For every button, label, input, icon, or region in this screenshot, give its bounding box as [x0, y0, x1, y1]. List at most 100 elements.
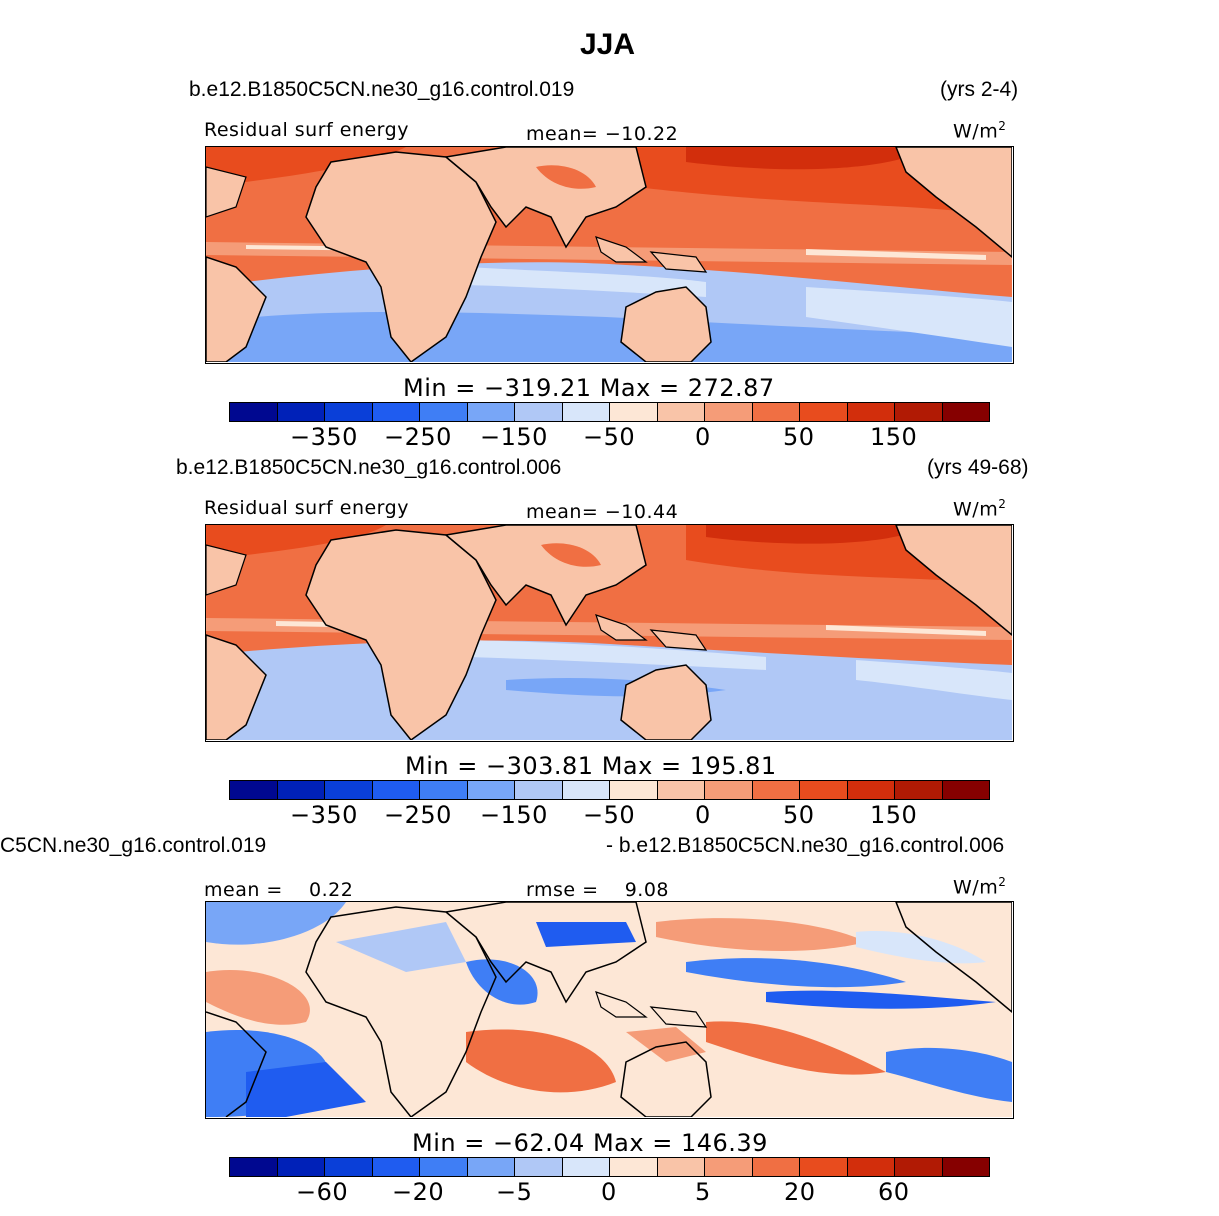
panel1-tick: −50 [583, 423, 636, 451]
panel1-units: W/m2 [953, 119, 1006, 142]
panel1-units-exp: 2 [998, 119, 1007, 133]
colorbar-swatch [895, 1158, 943, 1176]
panel3-rmse-label: rmse = [526, 879, 599, 901]
panel2-mean-value: −10.44 [604, 501, 679, 523]
panel1-map [205, 146, 1014, 364]
colorbar-swatch [515, 1158, 563, 1176]
colorbar-swatch [372, 403, 420, 421]
panel3-max-label: Max [592, 1129, 645, 1157]
panel1-min-label: Min [403, 374, 448, 402]
panel1-mean: mean= −10.22 [526, 123, 678, 145]
panel2-tick: −250 [384, 801, 452, 829]
colorbar-swatch [230, 781, 278, 799]
panel1-minmax: Min = −319.21 Max = 272.87 [403, 374, 775, 402]
panel3-case-right: - b.e12.B1850C5CN.ne30_g16.control.006 [606, 834, 1005, 857]
panel2-tick: 0 [695, 801, 711, 829]
panel2-mean-label: mean= [526, 501, 599, 523]
panel3-tick: 20 [784, 1178, 816, 1206]
panel1-mean-label: mean= [526, 123, 599, 145]
panel3-units-base: W/m [953, 876, 999, 899]
panel2-map-svg [206, 525, 1012, 740]
panel1-tick: −350 [290, 423, 358, 451]
panel3-tick: −60 [296, 1178, 349, 1206]
colorbar-swatch [847, 403, 895, 421]
colorbar-swatch [277, 1158, 325, 1176]
panel2-min-label: Min [405, 752, 450, 780]
panel3-min-value: −62.04 [492, 1129, 585, 1157]
colorbar-swatch [847, 781, 895, 799]
colorbar-swatch [325, 1158, 373, 1176]
panel3-case-left: C5CN.ne30_g16.control.019 [0, 834, 267, 857]
colorbar-swatch [230, 1158, 278, 1176]
figure-title: JJA [580, 28, 636, 61]
colorbar-swatch [705, 1158, 753, 1176]
colorbar-swatch [515, 403, 563, 421]
colorbar-swatch [752, 403, 800, 421]
panel2-minmax: Min = −303.81 Max = 195.81 [405, 752, 777, 780]
colorbar-swatch [610, 781, 658, 799]
colorbar-swatch [562, 1158, 610, 1176]
colorbar-swatch [942, 781, 989, 799]
colorbar-swatch [420, 781, 468, 799]
colorbar-swatch [705, 403, 753, 421]
colorbar-swatch [372, 781, 420, 799]
panel3-tick: 0 [601, 1178, 617, 1206]
panel1-years: (yrs 2-4) [940, 78, 1019, 101]
panel3-mean-label: mean = [204, 879, 283, 901]
panel2-units-exp: 2 [998, 497, 1007, 511]
colorbar-swatch [657, 403, 705, 421]
colorbar-swatch [610, 403, 658, 421]
colorbar-swatch [895, 403, 943, 421]
panel1-colorbar [229, 402, 990, 422]
panel3-map-svg [206, 902, 1012, 1117]
colorbar-swatch [847, 1158, 895, 1176]
panel1-tick: −250 [384, 423, 452, 451]
colorbar-swatch [562, 403, 610, 421]
panel2-colorbar [229, 780, 990, 800]
panel2-map [205, 524, 1014, 742]
colorbar-swatch [467, 1158, 515, 1176]
colorbar-swatch [800, 403, 848, 421]
panel1-min-value: −319.21 [483, 374, 592, 402]
panel1-max-label: Max [599, 374, 651, 402]
panel1-case-name: b.e12.B1850C5CN.ne30_g16.control.019 [189, 78, 575, 101]
panel3-rmse-value: 9.08 [624, 879, 670, 901]
panel3-tick: −5 [496, 1178, 533, 1206]
panel2-tick: −50 [583, 801, 636, 829]
panel2-mean: mean= −10.44 [526, 501, 678, 523]
colorbar-swatch [277, 781, 325, 799]
colorbar-swatch [420, 403, 468, 421]
panel2-units: W/m2 [953, 497, 1006, 520]
panel3-tick: 5 [695, 1178, 711, 1206]
panel3-tick: −20 [392, 1178, 445, 1206]
colorbar-swatch [800, 781, 848, 799]
panel1-mean-value: −10.22 [604, 123, 679, 145]
colorbar-swatch [230, 403, 278, 421]
panel3-max-value: 146.39 [680, 1129, 768, 1157]
panel3-map [205, 901, 1014, 1119]
colorbar-swatch [420, 1158, 468, 1176]
panel2-tick: −350 [290, 801, 358, 829]
colorbar-swatch [467, 781, 515, 799]
colorbar-swatch [705, 781, 753, 799]
colorbar-swatch [562, 781, 610, 799]
panel1-tick: 150 [870, 423, 918, 451]
colorbar-swatch [515, 781, 563, 799]
colorbar-swatch [752, 1158, 800, 1176]
panel2-tick: 50 [783, 801, 815, 829]
panel1-max-value: 272.87 [687, 374, 775, 402]
panel3-colorbar [229, 1157, 990, 1177]
panel2-case-name: b.e12.B1850C5CN.ne30_g16.control.006 [176, 456, 562, 479]
panel3-min-label: Min [412, 1129, 457, 1157]
panel2-units-base: W/m [953, 498, 999, 521]
colorbar-swatch [325, 781, 373, 799]
panel1-map-svg [206, 147, 1012, 362]
panel3-rmse: rmse = 9.08 [526, 879, 669, 901]
colorbar-swatch [325, 403, 373, 421]
panel2-tick: 150 [870, 801, 918, 829]
panel3-units: W/m2 [953, 875, 1006, 898]
panel2-max-value: 195.81 [689, 752, 777, 780]
panel2-min-value: −303.81 [485, 752, 594, 780]
panel3-mean-value: 0.22 [309, 879, 354, 901]
panel3-minmax: Min = −62.04 Max = 146.39 [412, 1129, 768, 1157]
